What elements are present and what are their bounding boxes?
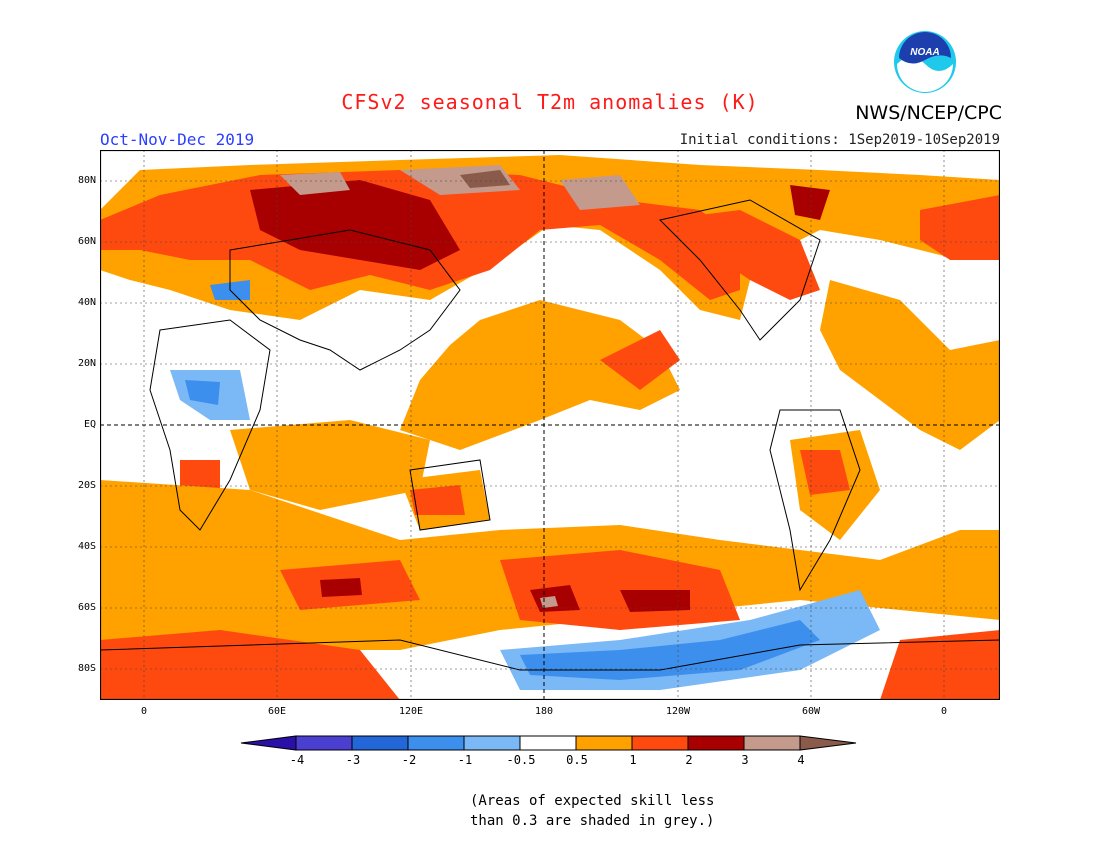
arctic-max <box>460 170 510 188</box>
lat-label: EQ <box>83 419 96 430</box>
colorbar-label: -1 <box>457 753 473 767</box>
graticule <box>100 150 1000 700</box>
lat-label: 40S <box>77 541 96 552</box>
lat-label: 80S <box>77 663 96 674</box>
season-label: Oct-Nov-Dec 2019 <box>100 130 255 149</box>
south-america-hot <box>800 450 850 495</box>
southern-ocean-strong <box>620 590 690 612</box>
indian-ocean-warm <box>230 420 430 510</box>
colorbar <box>240 735 857 751</box>
colorbar-swatch <box>463 735 521 751</box>
arctic-peak-3 <box>560 175 640 210</box>
colorbar-label: -0.5 <box>506 753 536 767</box>
north-pacific-tongue <box>600 330 680 390</box>
colorbar-swatch <box>351 735 409 751</box>
south-pacific-peak <box>540 596 558 608</box>
lat-label: 60N <box>77 236 96 247</box>
australia-hot <box>410 485 465 515</box>
africa-cool-core <box>185 380 220 405</box>
map-title: CFSv2 seasonal T2m anomalies (K) <box>341 90 759 114</box>
lon-label: 180 <box>534 706 554 717</box>
skill-note-line: (Areas of expected skill less <box>470 793 715 809</box>
colorbar-swatch <box>295 735 353 751</box>
lon-label: 0 <box>940 706 948 717</box>
lon-label: 60W <box>801 706 821 717</box>
continent-outlines <box>100 199 1000 671</box>
colorbar-label: -3 <box>345 753 361 767</box>
south-indian-strong <box>320 578 362 597</box>
noaa-logo: NOAA <box>894 31 956 93</box>
svg-text:NOAA: NOAA <box>910 47 939 58</box>
skill-note-line: than 0.3 are shaded in grey.) <box>470 813 715 829</box>
skill-note: (Areas of expected skill less than 0.3 a… <box>470 791 714 831</box>
antarctic-cool-core <box>520 620 820 680</box>
colorbar-arrow-low <box>240 735 297 751</box>
colorbar-swatch <box>575 735 633 751</box>
anomaly-map <box>100 150 1000 700</box>
colorbar-swatch <box>631 735 689 751</box>
lon-label: 120E <box>398 706 424 717</box>
colorbar-label: -4 <box>289 753 305 767</box>
lon-label: 60E <box>267 706 287 717</box>
antarctic-east-warm <box>880 630 1000 700</box>
greenland-anomaly <box>790 185 830 220</box>
colorbar-label: 2 <box>685 753 693 767</box>
colorbar-label: 1 <box>629 753 637 767</box>
colorbar-swatch <box>407 735 465 751</box>
colorbar-arrow-high <box>799 735 857 751</box>
colorbar-label: 0.5 <box>566 753 588 767</box>
atlantic-warm <box>820 280 1000 450</box>
north-pacific-warm <box>400 300 680 450</box>
europe-anomaly <box>920 195 1000 260</box>
arctic-peak-1 <box>280 172 350 195</box>
initial-conditions-label: Initial conditions: 1Sep2019-10Sep2019 <box>679 132 1000 148</box>
lat-label: 80N <box>77 175 96 186</box>
north-america-anomaly <box>660 210 820 300</box>
colorbar-swatch <box>687 735 745 751</box>
colorbar-label: 3 <box>741 753 749 767</box>
colorbar-swatch <box>743 735 801 751</box>
lon-label: 0 <box>140 706 148 717</box>
lat-label: 20S <box>77 480 96 491</box>
siberia-strong-anomaly <box>250 180 460 270</box>
colorbar-label: -2 <box>401 753 417 767</box>
colorbar-label: 4 <box>797 753 805 767</box>
colorbar-swatch <box>519 735 577 751</box>
lat-label: 40N <box>77 297 96 308</box>
lon-label: 120W <box>665 706 691 717</box>
lat-label: 60S <box>77 602 96 613</box>
agency-label: NWS/NCEP/CPC <box>855 102 1002 124</box>
lat-label: 20N <box>77 358 96 369</box>
